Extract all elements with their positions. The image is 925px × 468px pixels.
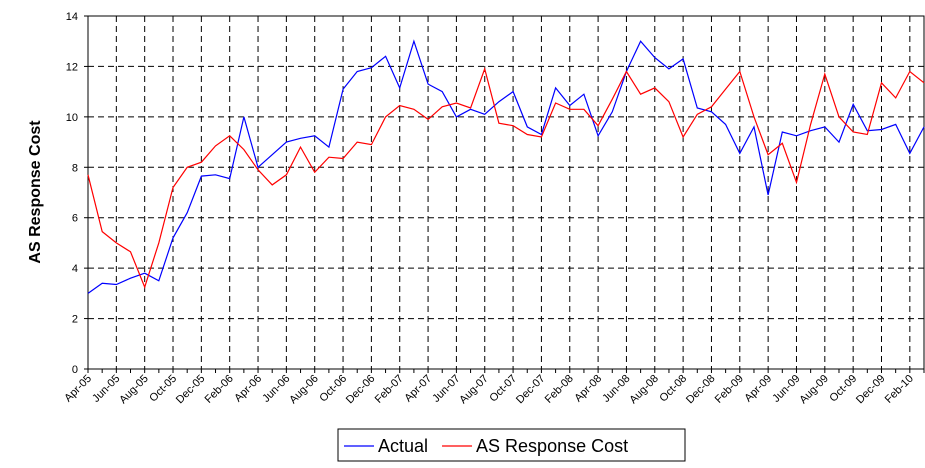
x-tick-label: Apr-06 <box>232 373 264 405</box>
x-tick-label: Oct-06 <box>317 373 349 405</box>
x-tick-label: Aug-05 <box>117 373 151 407</box>
x-tick-label: Jun-08 <box>600 373 632 405</box>
x-tick-label: Dec-08 <box>684 373 718 407</box>
plot-area <box>87 15 925 370</box>
y-tick-label: 0 <box>72 364 78 376</box>
y-tick-label: 14 <box>66 11 78 23</box>
y-tick-label: 4 <box>72 263 78 275</box>
x-tick-label: Dec-07 <box>514 373 548 407</box>
x-tick-label: Feb-10 <box>883 373 916 406</box>
y-tick-label: 8 <box>72 162 78 174</box>
x-tick-label: Feb-06 <box>203 373 236 406</box>
x-tick-label: Dec-09 <box>854 373 888 407</box>
legend-label: Actual <box>378 436 428 456</box>
y-tick-label: 10 <box>66 112 78 124</box>
x-tick-label: Aug-09 <box>797 373 831 407</box>
x-tick-label: Aug-06 <box>287 373 321 407</box>
x-tick-label: Aug-07 <box>457 373 491 407</box>
x-tick-label: Oct-07 <box>487 373 519 405</box>
x-tick-label: Apr-08 <box>572 373 604 405</box>
x-tick-label: Feb-07 <box>373 373 406 406</box>
x-tick-label: Apr-05 <box>62 373 94 405</box>
y-tick-label: 12 <box>66 61 78 73</box>
x-tick-label: Oct-09 <box>827 373 859 405</box>
x-tick-label: Jun-05 <box>90 373 122 405</box>
x-tick-label: Apr-09 <box>742 373 774 405</box>
y-tick-label: 2 <box>72 314 78 326</box>
line-series <box>87 39 925 294</box>
legend-box <box>337 428 686 462</box>
x-tick-label: Feb-09 <box>713 373 746 406</box>
x-tick-label: Oct-08 <box>657 373 689 405</box>
line-series <box>87 66 925 289</box>
x-tick-label: Dec-06 <box>344 373 378 407</box>
x-tick-label: Jun-07 <box>430 373 462 405</box>
x-tick-label: Jun-06 <box>260 373 292 405</box>
legend-label: AS Response Cost <box>476 436 628 456</box>
y-axis-title: AS Response Cost <box>27 120 44 264</box>
x-tick-label: Aug-08 <box>627 373 661 407</box>
x-tick-label: Jun-09 <box>770 373 802 405</box>
y-tick-label: 6 <box>72 213 78 225</box>
x-tick-label: Apr-07 <box>402 373 434 405</box>
x-tick-label: Oct-05 <box>147 373 179 405</box>
x-tick-label: Dec-05 <box>174 373 208 407</box>
x-tick-label: Feb-08 <box>543 373 576 406</box>
